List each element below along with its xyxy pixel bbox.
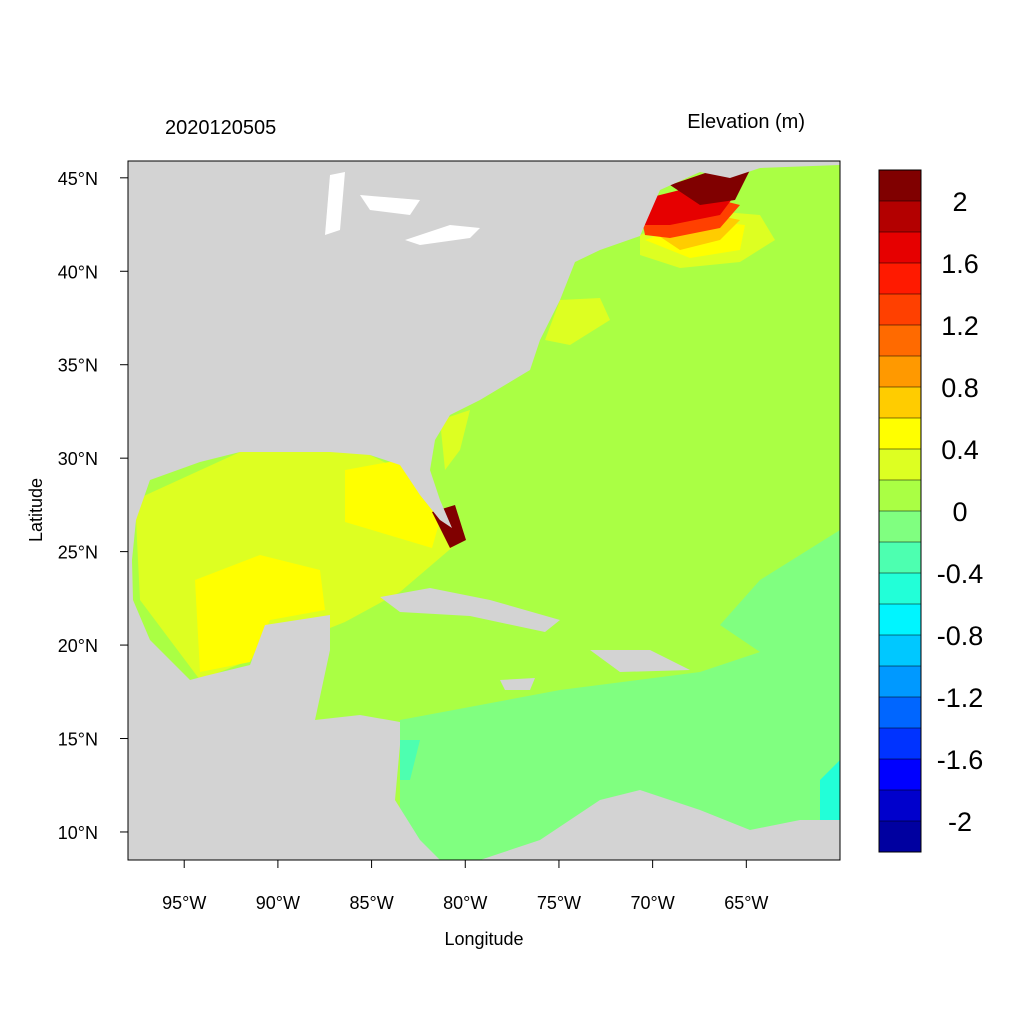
colorbar-box: [879, 170, 921, 201]
land: [500, 678, 535, 690]
colorbar-label: 1.2: [941, 311, 979, 341]
colorbar-box: [879, 511, 921, 542]
colorbar-label: 0.8: [941, 373, 979, 403]
colorbar-box: [879, 232, 921, 263]
axes: 95°W 90°W 85°W 80°W 75°W 70°W 65°W 10°N 15°N 20°N…: [58, 169, 769, 913]
y-tick-label: 25°N: [58, 543, 98, 563]
y-axis-label: Latitude: [26, 478, 46, 542]
lake: [360, 195, 420, 215]
colorbar-label: -0.4: [937, 559, 984, 589]
x-tick-label: 90°W: [256, 893, 300, 913]
land: [480, 790, 840, 860]
colorbar: -2 -1.6 -1.2 -0.8 -0.4 0 0.4 0.8 1.2 1.6 2: [878, 169, 984, 853]
colorbar-box: [879, 635, 921, 666]
y-tick-label: 10°N: [58, 823, 98, 843]
x-tick-label: 80°W: [443, 893, 487, 913]
y-tick-label: 15°N: [58, 730, 98, 750]
colorbar-box: [879, 449, 921, 480]
chart-title: 2020120505: [165, 117, 276, 139]
colorbar-box: [879, 263, 921, 294]
land: [380, 588, 560, 632]
y-tick-label: 20°N: [58, 636, 98, 656]
colorbar-box: [879, 480, 921, 511]
colorbar-label: -0.8: [937, 621, 984, 651]
colorbar-label: -1.6: [937, 745, 984, 775]
colorbar-box: [879, 728, 921, 759]
region: [400, 530, 840, 860]
x-tick-label: 75°W: [537, 893, 581, 913]
colorbar-box: [879, 201, 921, 232]
colorbar-box: [879, 387, 921, 418]
colorbar-box: [879, 666, 921, 697]
x-tick-label: 95°W: [162, 893, 206, 913]
y-tick-label: 30°N: [58, 449, 98, 469]
colorbar-label: 2: [952, 187, 967, 217]
x-tick-label: 70°W: [631, 893, 675, 913]
colorbar-box: [879, 294, 921, 325]
colorbar-box: [879, 542, 921, 573]
region: [345, 460, 440, 548]
map: [128, 161, 840, 860]
y-tick-label: 45°N: [58, 169, 98, 189]
x-tick-label: 65°W: [724, 893, 768, 913]
colorbar-label: -2: [948, 807, 972, 837]
colorbar-label: -1.2: [937, 683, 984, 713]
x-tick-label: 85°W: [349, 893, 393, 913]
colorbar-label: 0.4: [941, 435, 979, 465]
colorbar-box: [879, 356, 921, 387]
region: [440, 410, 470, 470]
chart-subtitle: Elevation (m): [687, 111, 805, 133]
colorbar-box: [879, 790, 921, 821]
y-tick-label: 40°N: [58, 262, 98, 282]
colorbar-box: [879, 573, 921, 604]
region: [195, 555, 325, 672]
colorbar-box: [879, 325, 921, 356]
colorbar-label: 0: [952, 497, 967, 527]
colorbar-frame: [878, 169, 922, 853]
land: [590, 650, 690, 672]
lake: [325, 172, 345, 235]
plot-frame: [127, 160, 841, 861]
region: [400, 740, 420, 780]
colorbar-box: [879, 697, 921, 728]
x-axis-label: Longitude: [444, 929, 523, 949]
colorbar-box: [879, 759, 921, 790]
colorbar-box: [879, 418, 921, 449]
colorbar-box: [879, 821, 921, 852]
land: [128, 161, 840, 860]
lake: [405, 225, 480, 245]
colorbar-box: [879, 604, 921, 635]
region: [545, 298, 610, 345]
y-tick-label: 35°N: [58, 356, 98, 376]
colorbar-label: 1.6: [941, 249, 979, 279]
